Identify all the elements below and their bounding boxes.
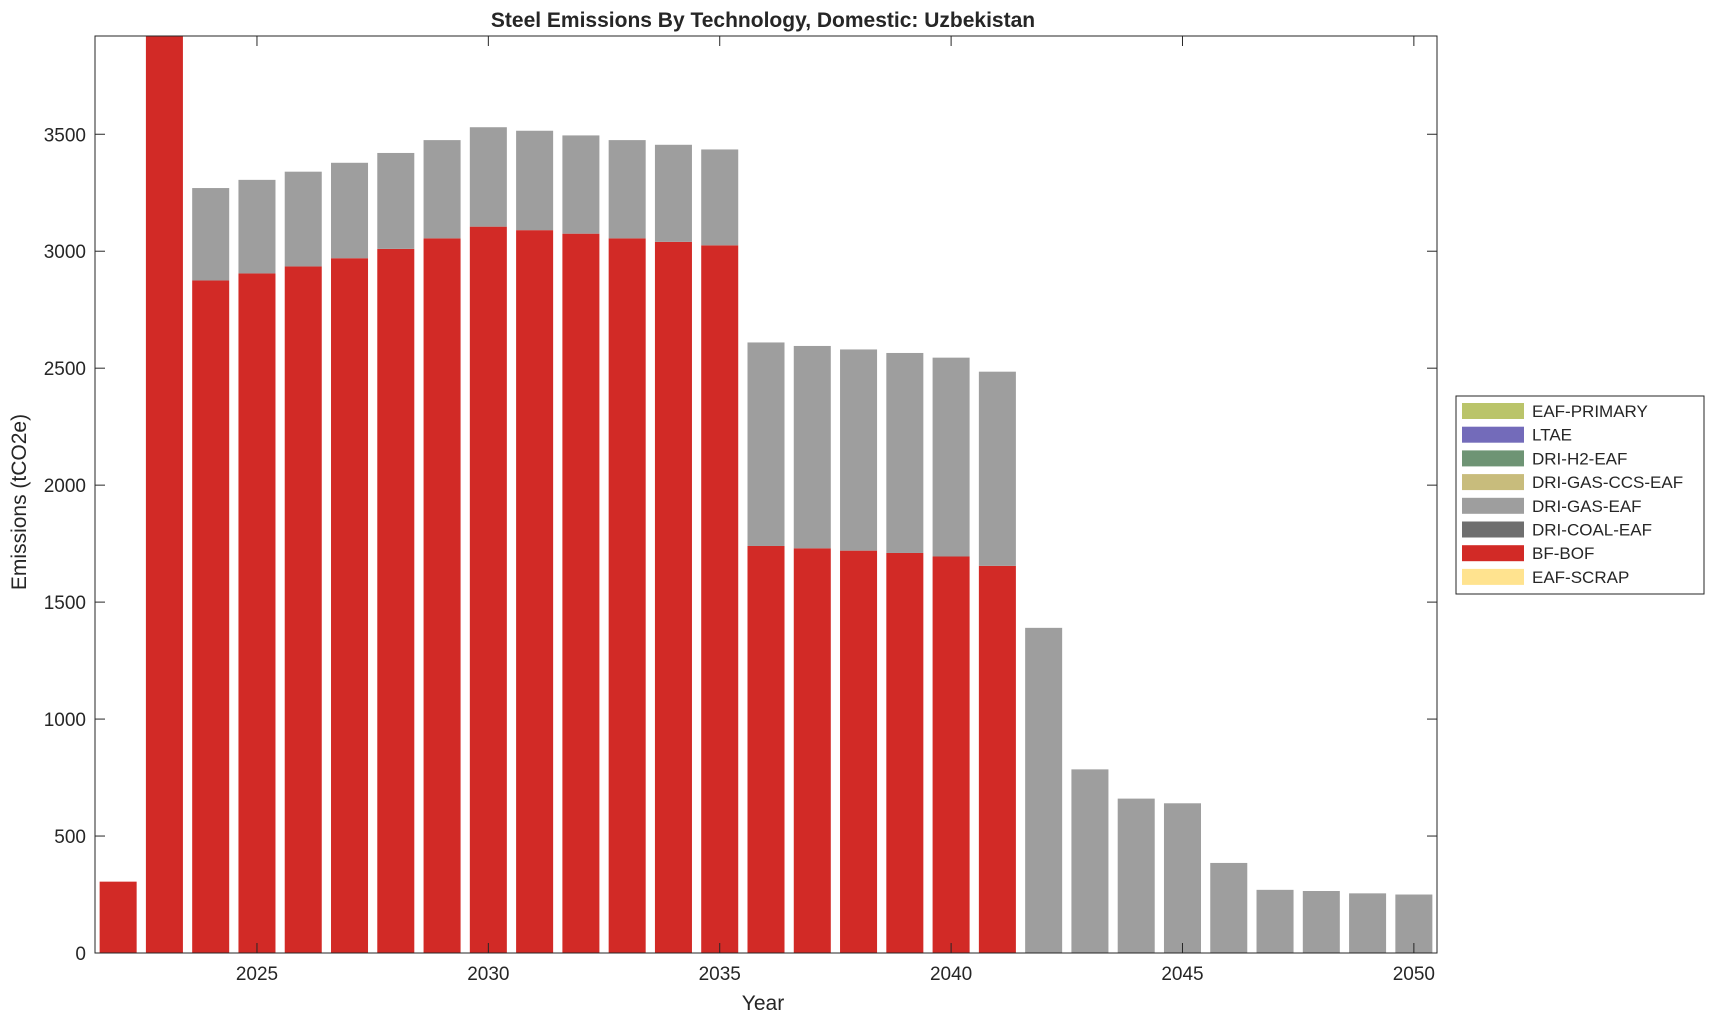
legend-label-dri-coal-eaf: DRI-COAL-EAF (1532, 521, 1652, 540)
y-tick-label: 2000 (44, 476, 86, 497)
bar-bf-bof-2028 (377, 248, 415, 954)
legend-label-dri-gas-eaf: DRI-GAS-EAF (1532, 497, 1642, 516)
legend: EAF-PRIMARY LTAE DRI-H2-EAF DRI-GAS-CCS-EAF… (1455, 395, 1705, 595)
bar-dri-gas-eaf-2049 (1349, 893, 1387, 953)
bar-dri-gas-eaf-2028 (377, 152, 415, 249)
bar-dri-gas-eaf-2029 (423, 140, 461, 239)
plot-area-frame (94, 35, 1438, 954)
bar-dri-gas-eaf-2030 (469, 127, 507, 227)
x-tick-label: 2025 (236, 964, 278, 985)
bar-bf-bof-2036 (747, 545, 785, 953)
legend-label-dri-gas-ccs-eaf: DRI-GAS-CCS-EAF (1532, 473, 1683, 492)
bar-dri-gas-eaf-2036 (747, 342, 785, 546)
legend-label-eaf-scrap: EAF-SCRAP (1532, 568, 1629, 587)
bar-dri-gas-eaf-2038 (840, 349, 878, 551)
bar-dri-gas-eaf-2044 (1117, 798, 1155, 953)
bar-bf-bof-2041 (978, 565, 1016, 953)
y-tick-label: 0 (75, 944, 86, 965)
y-axis-label: Emissions (tCO2e) (8, 414, 31, 590)
bar-dri-gas-eaf-2045 (1163, 803, 1201, 953)
legend-swatch-dri-coal-eaf (1462, 521, 1524, 538)
x-tick-label: 2045 (1161, 964, 1203, 985)
y-tick-label: 3000 (44, 242, 86, 263)
x-tick-label: 2050 (1393, 964, 1435, 985)
bar-bf-bof-2034 (654, 241, 692, 954)
bar-bf-bof-2032 (562, 233, 600, 954)
bar-dri-gas-eaf-2048 (1302, 891, 1340, 953)
legend-label-dri-h2-eaf: DRI-H2-EAF (1532, 449, 1627, 468)
legend-swatch-dri-h2-eaf (1462, 450, 1524, 467)
bar-bf-bof-2026 (284, 266, 322, 953)
bar-dri-gas-eaf-2027 (331, 162, 369, 259)
bar-dri-gas-eaf-2025 (238, 179, 276, 274)
bar-dri-gas-eaf-2032 (562, 135, 600, 234)
bar-dri-gas-eaf-2041 (978, 371, 1016, 566)
legend-box (1455, 395, 1705, 595)
bar-bf-bof-2027 (331, 258, 369, 954)
legend-swatch-bf-bof (1462, 545, 1524, 562)
bar-dri-gas-eaf-2035 (701, 149, 739, 246)
bars-layer (99, 36, 1433, 954)
y-tick-label: 2500 (44, 359, 86, 380)
x-tick-label: 2030 (467, 964, 509, 985)
legend-swatch-dri-gas-ccs-eaf (1462, 474, 1524, 491)
bar-dri-gas-eaf-2031 (516, 130, 554, 231)
y-tick-label: 1500 (44, 593, 86, 614)
bar-bf-bof-2029 (423, 238, 461, 954)
bar-bf-bof-2033 (608, 238, 646, 954)
bar-dri-gas-eaf-2026 (284, 171, 322, 267)
legend-swatch-eaf-scrap (1462, 568, 1524, 585)
bar-dri-gas-eaf-2039 (886, 352, 924, 553)
chart-title: Steel Emissions By Technology, Domestic:… (491, 9, 1035, 32)
bar-bf-bof-2022 (99, 881, 137, 953)
bar-bf-bof-2024 (192, 280, 230, 954)
bar-bf-bof-2040 (932, 556, 970, 953)
bar-dri-gas-eaf-2033 (608, 140, 646, 239)
legend-label-eaf-primary: EAF-PRIMARY (1532, 402, 1648, 421)
bar-bf-bof-2023 (145, 36, 183, 953)
bar-bf-bof-2037 (793, 548, 831, 953)
legend-swatch-ltae (1462, 426, 1524, 443)
x-axis-label: Year (742, 992, 784, 1015)
x-tick-label: 2035 (699, 964, 741, 985)
bar-dri-gas-eaf-2047 (1256, 889, 1294, 953)
legend-swatch-eaf-primary (1462, 403, 1524, 419)
bar-bf-bof-2031 (516, 230, 554, 953)
bar-dri-gas-eaf-2046 (1210, 862, 1248, 953)
bar-dri-gas-eaf-2042 (1025, 627, 1063, 953)
bar-dri-gas-eaf-2037 (793, 345, 831, 549)
bar-dri-gas-eaf-2043 (1071, 769, 1109, 953)
legend-label-ltae: LTAE (1532, 426, 1572, 445)
bar-dri-gas-eaf-2034 (654, 144, 692, 242)
bar-dri-gas-eaf-2024 (192, 188, 230, 281)
bar-bf-bof-2025 (238, 273, 276, 953)
bar-bf-bof-2039 (886, 552, 924, 953)
y-tick-label: 1000 (44, 710, 86, 731)
legend-swatch-dri-gas-eaf (1462, 497, 1524, 514)
axis-ticks: 2025 2030 2035 2040 2045 2050 0 500 1000 1500 2000… (44, 36, 1437, 985)
legend-label-bf-bof: BF-BOF (1532, 544, 1594, 563)
y-tick-label: 500 (54, 827, 86, 848)
x-tick-label: 2040 (930, 964, 972, 985)
y-tick-label: 3500 (44, 125, 86, 146)
bar-bf-bof-2038 (840, 550, 878, 953)
bar-bf-bof-2030 (469, 226, 507, 953)
bar-dri-gas-eaf-2040 (932, 357, 970, 557)
bar-bf-bof-2035 (701, 245, 739, 953)
